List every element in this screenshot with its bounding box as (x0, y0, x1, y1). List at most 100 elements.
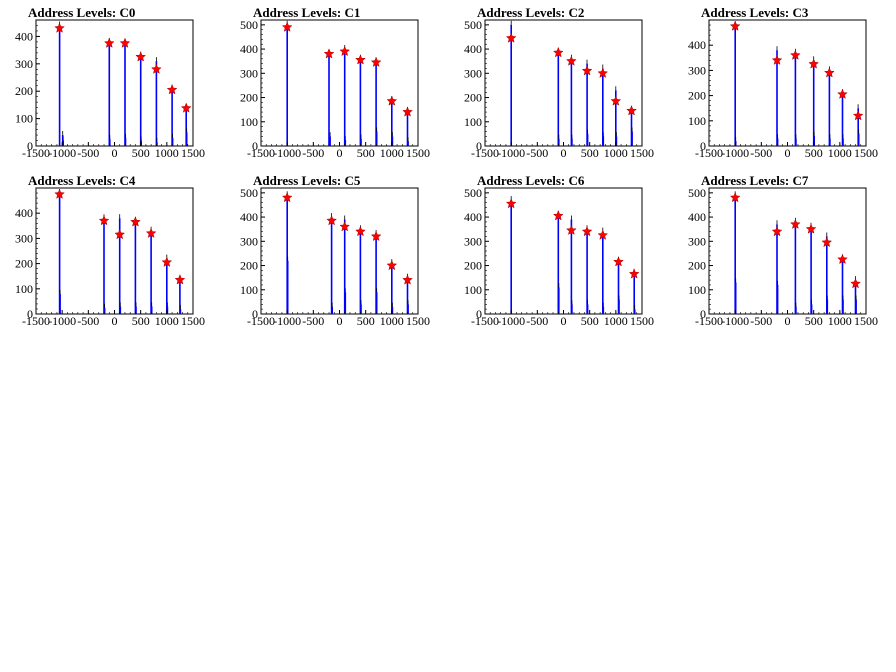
bar (344, 292, 347, 314)
plot-frame (484, 19, 643, 147)
x-tick-label: 1500 (630, 146, 654, 160)
chart-title: Address Levels: C1 (253, 5, 360, 20)
y-tick-label: 400 (240, 210, 258, 224)
bar (776, 50, 778, 147)
y-tick-label: 0 (476, 139, 482, 153)
bar (59, 293, 61, 314)
peak-marker (626, 105, 637, 116)
y-tick-label: 200 (464, 91, 482, 105)
bar (841, 93, 844, 146)
x-tick-label: -1000 (273, 146, 301, 160)
x-tick-label: -500 (750, 146, 772, 160)
bar (118, 218, 121, 314)
bar (375, 61, 377, 147)
bar (829, 138, 831, 146)
y-tick-label: 500 (240, 18, 258, 32)
bar (103, 307, 106, 314)
bar (570, 58, 573, 146)
y-tick-label: 400 (15, 29, 33, 43)
bar (557, 214, 560, 314)
peak-marker (174, 274, 186, 285)
x-tick-label: 1000 (155, 146, 179, 160)
bar (391, 263, 393, 314)
peak-marker (114, 228, 126, 240)
chart-panel-3: Address Levels: C3-1500-1000 -500 0 500 1000… (688, 5, 878, 160)
bar (810, 226, 812, 314)
y-tick-label: 500 (464, 186, 482, 200)
x-tick-label: 500 (357, 314, 375, 328)
x-tick-label: -1000 (497, 146, 525, 160)
chart-title: Address Levels: C2 (477, 5, 584, 20)
bar (602, 231, 604, 314)
x-tick-label: 0 (112, 146, 118, 160)
chart-panel-0: Address Levels: C0-1500-1000 -500 0 500 1000… (15, 5, 205, 160)
peak-marker (161, 256, 173, 267)
peak-marker (54, 22, 65, 33)
peak-marker (339, 45, 351, 57)
x-tick-label: -1000 (48, 146, 76, 160)
bar (794, 221, 797, 314)
chart-panel-4: Address Levels: C4-1500-1000 -500 0 500 1000… (15, 173, 205, 328)
y-tick-label: 200 (688, 89, 706, 103)
peak-marker (339, 221, 351, 232)
bar (329, 136, 331, 146)
y-tick-label: 300 (240, 66, 258, 80)
y-tick-label: 300 (15, 57, 33, 71)
bar (375, 234, 377, 314)
x-tick-label: -1000 (273, 314, 301, 328)
bar (343, 219, 346, 314)
peak-marker (552, 47, 564, 58)
bar (602, 136, 605, 146)
x-tick-label: 1500 (181, 314, 205, 328)
x-tick-label: -1000 (497, 314, 525, 328)
bar (360, 304, 362, 314)
bar (286, 195, 288, 314)
peak-marker (597, 67, 609, 78)
peak-marker (771, 54, 783, 65)
y-tick-label: 300 (464, 234, 482, 248)
bar (359, 229, 362, 314)
chart-panel-6: Address Levels: C6-1500-1000 -500 0 500 1000… (464, 173, 654, 328)
x-tick-label: 1500 (630, 314, 654, 328)
bar (857, 133, 860, 146)
bar (842, 299, 844, 314)
peak-marker (552, 210, 564, 221)
plot-frame (260, 187, 419, 315)
x-tick-label: 1000 (380, 314, 404, 328)
bar (734, 282, 737, 314)
bar (855, 299, 857, 314)
x-tick-label: -1500 (471, 146, 499, 160)
peak-marker (565, 55, 577, 66)
bar (795, 138, 797, 146)
bar (510, 24, 512, 146)
bar (615, 90, 617, 146)
x-tick-label: 0 (785, 314, 791, 328)
bar (841, 258, 844, 314)
chart-panel-2: Address Levels: C2-1500-1000 -500 0 500 1000… (464, 5, 654, 160)
peak-marker (323, 48, 335, 59)
bar (359, 58, 362, 146)
peak-marker (565, 224, 577, 235)
y-tick-label: 500 (688, 186, 706, 200)
bar (795, 306, 797, 314)
y-tick-label: 200 (464, 259, 482, 273)
bar (391, 136, 394, 146)
y-tick-label: 100 (464, 283, 482, 297)
peak-marker (823, 67, 835, 78)
bar (58, 193, 61, 314)
y-tick-label: 300 (240, 234, 258, 248)
bar (124, 44, 126, 147)
bar (812, 60, 815, 146)
bar (391, 306, 394, 314)
bar (185, 132, 188, 146)
bar (630, 109, 633, 146)
x-tick-label: -1500 (247, 314, 275, 328)
y-tick-label: 100 (15, 282, 33, 296)
peak-marker (505, 198, 517, 209)
bar (586, 63, 588, 146)
peak-marker (103, 37, 115, 48)
bar (328, 53, 330, 146)
bar (734, 141, 737, 146)
bar (330, 217, 333, 314)
peak-marker (402, 106, 413, 117)
